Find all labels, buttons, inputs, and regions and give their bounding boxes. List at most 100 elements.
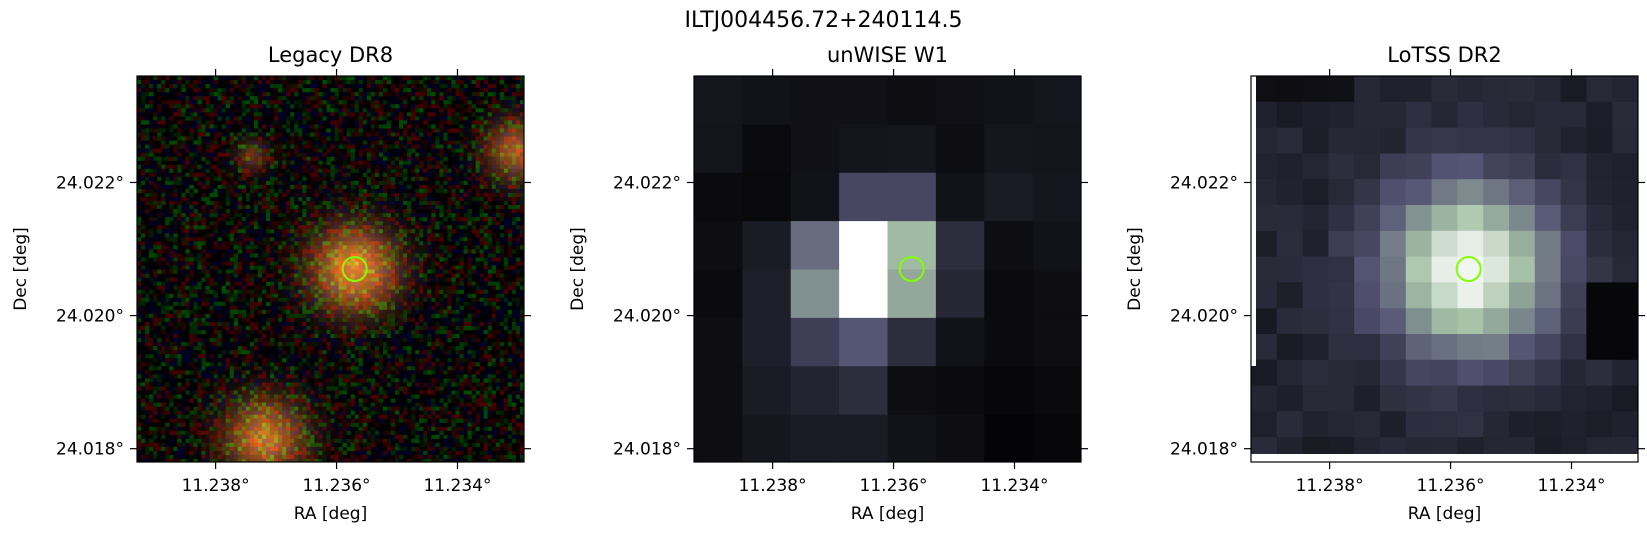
pixel (346, 422, 351, 428)
pixel (310, 454, 315, 460)
pixel (189, 136, 194, 141)
pixel (330, 269, 335, 274)
pixel (209, 277, 214, 282)
pixel (294, 168, 299, 174)
pixel (350, 237, 355, 242)
pixel (245, 442, 251, 448)
pixel (350, 160, 355, 165)
pixel (286, 152, 291, 157)
pixel (245, 217, 251, 222)
pixel (334, 338, 339, 343)
pixel (278, 148, 283, 153)
pixel (241, 180, 247, 186)
pixel (338, 269, 343, 274)
pixel (266, 317, 271, 323)
pixel (157, 241, 162, 246)
pixel (213, 325, 218, 331)
pixel (382, 225, 388, 230)
pixel (310, 180, 315, 186)
pixel (342, 426, 347, 432)
pixel (334, 329, 339, 335)
pixel (362, 221, 368, 226)
pixel (378, 362, 384, 367)
pixel (298, 350, 303, 355)
pixel (322, 313, 327, 319)
pixel (197, 124, 202, 129)
pixel (257, 309, 263, 315)
pixel (233, 277, 239, 282)
pixel (201, 152, 206, 157)
pixel (217, 338, 222, 343)
pixel (274, 148, 279, 153)
pixel (241, 394, 247, 399)
pixel (197, 108, 202, 113)
pixel (169, 366, 174, 371)
pixel (189, 84, 194, 89)
pixel (173, 132, 178, 137)
pixel (169, 233, 174, 238)
pixel (294, 313, 299, 319)
pixel (350, 450, 355, 456)
pixel (201, 430, 206, 436)
pixel (370, 289, 376, 294)
pixel (165, 406, 170, 411)
pixel (366, 313, 372, 319)
pixel (290, 164, 295, 170)
pixel (217, 342, 222, 347)
pixel (306, 200, 311, 206)
pixel (338, 358, 343, 363)
pixel (314, 92, 319, 97)
pixel (350, 108, 355, 113)
pixel (213, 329, 218, 335)
pixel (274, 374, 279, 379)
pixel (338, 378, 343, 383)
pixel (209, 249, 214, 254)
pixel (318, 176, 323, 182)
pixel (270, 422, 275, 428)
pixel (362, 293, 368, 299)
pixel (153, 317, 158, 323)
pixel (173, 209, 178, 214)
pixel (137, 188, 142, 194)
pixel (249, 265, 255, 270)
pixel (334, 422, 339, 428)
pixel (306, 132, 311, 137)
pixel (197, 321, 202, 327)
pixel (366, 297, 372, 303)
pixel (245, 128, 251, 133)
pixel (330, 209, 335, 214)
pixel (221, 342, 226, 347)
pixel (306, 253, 311, 258)
pixel (306, 156, 311, 161)
pixel (157, 104, 162, 109)
pixel (290, 370, 295, 375)
pixel (181, 454, 186, 460)
pixel (181, 104, 186, 109)
pixel (213, 289, 218, 294)
pixel (326, 120, 331, 125)
pixel (225, 164, 231, 170)
pixel (278, 346, 283, 351)
pixel (346, 221, 351, 226)
pixel (322, 100, 327, 105)
pixel (161, 188, 166, 194)
pixel (390, 196, 396, 202)
pixel (342, 309, 347, 315)
pixel (322, 281, 327, 286)
pixel (233, 297, 239, 303)
pixel (342, 152, 347, 157)
pixel (362, 406, 368, 411)
pixel (350, 148, 355, 153)
pixel (290, 386, 295, 391)
pixel (245, 180, 251, 186)
pixel (233, 237, 239, 242)
pixel (290, 76, 295, 81)
pixel (306, 285, 311, 290)
pixel (282, 188, 287, 194)
pixel (318, 148, 323, 153)
pixel (326, 329, 331, 335)
pixel (274, 422, 279, 428)
pixel (229, 273, 235, 278)
pixel (330, 124, 335, 129)
pixel (354, 225, 360, 230)
